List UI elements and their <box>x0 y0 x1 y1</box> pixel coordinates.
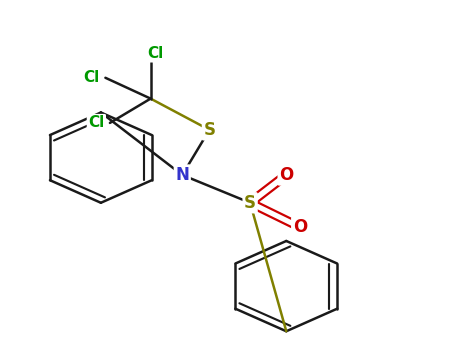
Text: Cl: Cl <box>84 70 100 85</box>
Text: N: N <box>175 166 189 184</box>
Text: S: S <box>244 194 256 212</box>
Text: S: S <box>203 121 215 139</box>
Text: O: O <box>279 166 293 184</box>
Text: O: O <box>293 218 307 236</box>
Text: Cl: Cl <box>88 116 105 131</box>
Text: Cl: Cl <box>147 46 163 61</box>
